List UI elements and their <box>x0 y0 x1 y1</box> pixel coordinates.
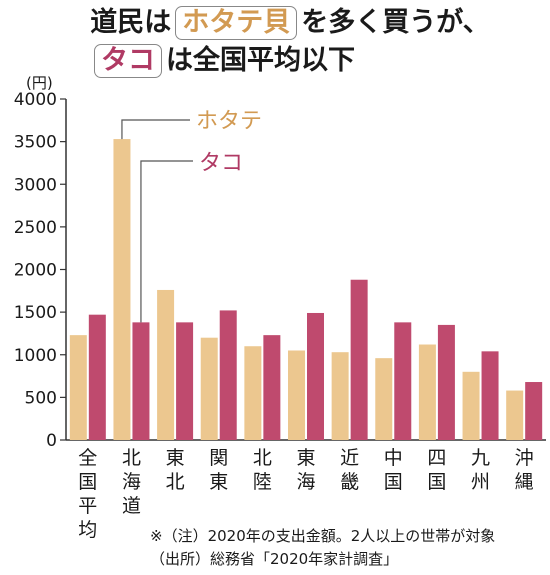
bar-tako <box>307 312 324 440</box>
x-category-label-char: 東 <box>296 447 315 469</box>
y-tick-label: 0 <box>46 431 57 451</box>
title-text-2: を多く買うが、 <box>301 7 490 38</box>
x-category-label-char: 国 <box>78 471 97 493</box>
x-category-label-char: 四 <box>427 447 446 469</box>
x-category-label-char: 海 <box>296 471 315 493</box>
y-tick-label: 2000 <box>14 261 57 281</box>
x-category-label-char: 州 <box>471 471 490 493</box>
bar-tako <box>525 382 543 440</box>
title-line-2: タコ は全国平均以下 <box>90 44 550 78</box>
x-category-label-char: 近 <box>340 447 359 469</box>
bar-hotate <box>288 350 305 440</box>
x-category-label-char: 北 <box>122 447 141 469</box>
title-text-3: は全国平均以下 <box>166 45 355 76</box>
x-category-label-char: 国 <box>427 471 446 493</box>
bar-hotate <box>375 358 393 440</box>
bar-tako <box>176 322 194 440</box>
x-category-label-char: 北 <box>253 447 272 469</box>
y-tick-label: 2500 <box>14 218 57 238</box>
x-category-label-char: 海 <box>122 471 141 493</box>
y-tick-label: 1000 <box>14 346 57 366</box>
x-category-label-char: 畿 <box>340 471 359 493</box>
bar-hotate <box>244 346 262 440</box>
callout-label-hotate: ホタテ <box>196 109 262 134</box>
bar-tako <box>88 314 106 440</box>
x-category-label-char: 道 <box>122 495 141 517</box>
bar-hotate <box>69 335 87 440</box>
x-category-label-char: 陸 <box>253 471 272 493</box>
bar-tako <box>394 322 412 440</box>
footnote-source: （出所）総務省「2020年家計調査」 <box>150 550 399 568</box>
x-category-label-char: 国 <box>384 471 403 493</box>
x-category-label-char: 東 <box>166 447 185 469</box>
x-category-label-char: 縄 <box>515 471 534 493</box>
title-line-1: 道民は ホタテ貝 を多く買うが、 <box>0 6 550 40</box>
title-text-1: 道民は <box>90 7 172 38</box>
callout-line-tako <box>140 160 193 323</box>
callout-line-hotate <box>121 119 190 140</box>
y-axis-unit: (円) <box>26 74 53 92</box>
footnote-note: ※（注）2020年の支出金額。2人以上の世帯が対象 <box>150 527 496 545</box>
x-category-label-char: 九 <box>471 447 490 469</box>
bar-hotate <box>418 344 436 440</box>
y-tick-label: 3500 <box>14 133 57 153</box>
bar-hotate <box>506 390 524 440</box>
x-category-label-char: 全 <box>78 447 97 469</box>
bar-hotate <box>331 352 349 440</box>
x-category-label-char: 沖 <box>515 447 534 469</box>
bar-tako <box>132 322 150 440</box>
bar-tako <box>481 351 499 440</box>
y-tick-label: 1500 <box>14 303 57 323</box>
bar-hotate <box>113 139 131 440</box>
y-tick-label: 3000 <box>14 175 57 195</box>
x-category-label-char: 中 <box>384 447 403 469</box>
x-category-label-char: 関 <box>209 447 228 469</box>
bar-hotate <box>200 337 218 440</box>
x-category-label-char: 北 <box>166 471 185 493</box>
callout-label-tako: タコ <box>199 151 243 176</box>
x-category-label-char: 平 <box>78 495 97 517</box>
y-tick-label: 500 <box>25 388 57 408</box>
bar-tako <box>263 335 281 440</box>
title-highlight-hotate: ホタテ貝 <box>175 6 298 40</box>
bar-tako <box>219 310 237 440</box>
bar-tako <box>437 324 455 440</box>
title-highlight-tako: タコ <box>94 44 162 78</box>
x-category-label-char: 東 <box>209 471 228 493</box>
x-category-label-char: 均 <box>78 519 97 541</box>
bar-tako <box>350 279 368 440</box>
y-tick-label: 4000 <box>14 90 57 110</box>
bar-hotate <box>462 371 480 440</box>
bar-hotate <box>157 289 175 440</box>
